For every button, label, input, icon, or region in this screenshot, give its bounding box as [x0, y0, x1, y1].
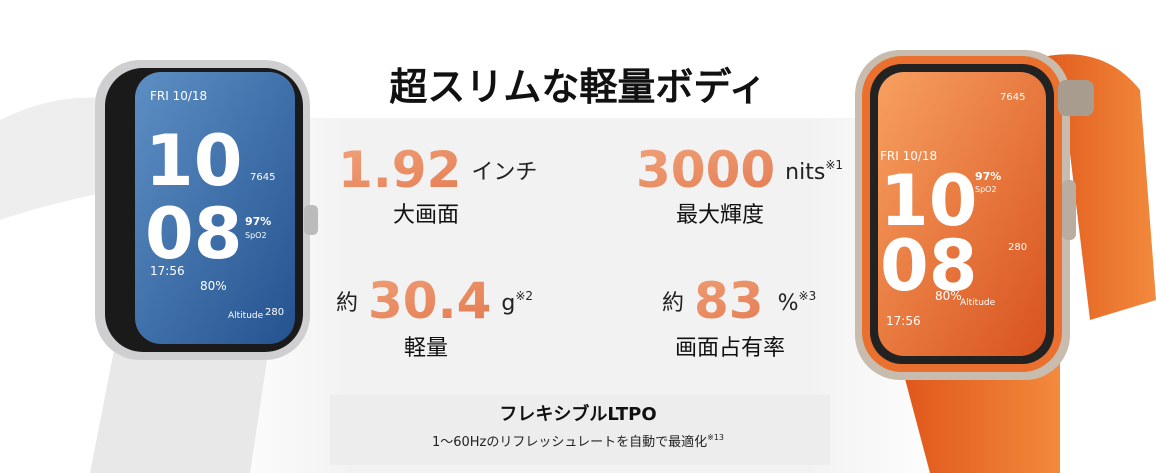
- watch-time: 17:56: [886, 314, 921, 328]
- watch-steps: 7645: [1000, 92, 1025, 103]
- spec: 約 30.4 g※2: [336, 272, 533, 330]
- watch-spo2: 97%: [975, 170, 1001, 183]
- footer-title: フレキシブルLTPO: [499, 403, 656, 425]
- spec-label: 画面占有率: [675, 336, 785, 361]
- footer-text: 1〜60Hzのリフレッシュレートを自動で最適化※13: [432, 433, 724, 450]
- watch-time: 17:56: [150, 264, 185, 278]
- spec: 1.92 インチ: [338, 141, 537, 199]
- spec-value: 30.4: [368, 272, 491, 330]
- spec-note: ※2: [515, 289, 533, 303]
- left-watch: FRI 10/18 10 08 7645 97% SpO2 17:56 80% …: [0, 60, 318, 473]
- spec-unit: nits: [785, 160, 825, 185]
- watch-spo2-label: SpO2: [245, 231, 267, 240]
- spec-value: 3000: [636, 141, 775, 199]
- spec-unit: g: [501, 291, 515, 316]
- spec-value: 1.92: [338, 141, 461, 199]
- spec-label: 大画面: [393, 203, 459, 228]
- spec-note: ※1: [825, 158, 843, 172]
- right-watch: FRI 10/18 10 08 7645 97% SpO2 17:56 80% …: [855, 50, 1156, 473]
- footer-note: ※13: [707, 433, 724, 442]
- watch-altitude-label: Altitude: [960, 298, 996, 308]
- footer-body: 1〜60Hzのリフレッシュレートを自動で最適化: [432, 434, 707, 450]
- spec: 3000 nits※1: [636, 141, 843, 199]
- watch-date: FRI 10/18: [880, 149, 937, 163]
- spec-value: 83: [694, 272, 764, 330]
- spec-note: ※3: [799, 289, 817, 303]
- spec-unit: インチ: [471, 160, 537, 185]
- watch-minute: 08: [880, 225, 977, 307]
- title: 超スリムな軽量ボディ: [389, 65, 766, 109]
- watch-steps: 7645: [250, 172, 275, 183]
- watch-hour: 10: [880, 160, 977, 242]
- footer-box: [330, 395, 830, 465]
- spec: 約 83 %※3: [662, 272, 816, 330]
- spec-label: 軽量: [404, 336, 448, 361]
- spec-prefix: 約: [336, 291, 358, 316]
- watch-battery: 80%: [935, 289, 962, 303]
- watch-minute: 08: [145, 193, 242, 275]
- watch-altitude-label: Altitude: [228, 311, 264, 321]
- spec-prefix: 約: [662, 291, 684, 316]
- spec-unit: %: [778, 291, 799, 316]
- watch-date: FRI 10/18: [150, 89, 207, 103]
- spec-label: 最大輝度: [676, 203, 764, 228]
- watch-spo2-label: SpO2: [975, 185, 997, 194]
- watch-altitude: 280: [265, 307, 284, 318]
- watch-hour: 10: [145, 120, 242, 202]
- watch-altitude: 280: [1008, 242, 1027, 253]
- watch-battery: 80%: [200, 279, 227, 293]
- watch-spo2: 97%: [245, 215, 271, 228]
